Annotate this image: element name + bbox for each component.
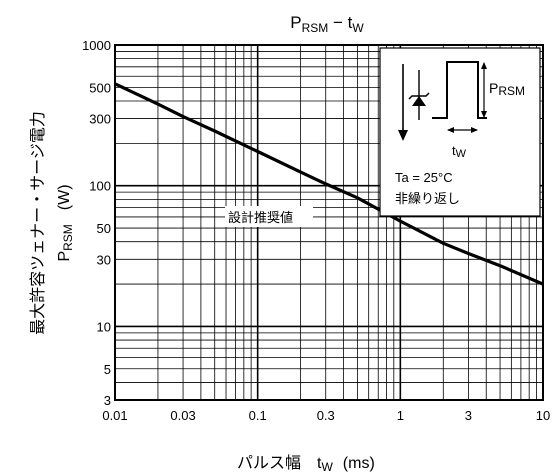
y-axis-label-line1: 最大許容ツェナー・サージ電力 [29, 111, 47, 335]
prsm-arrow-down [481, 111, 487, 118]
y-tick-label: 3 [104, 393, 111, 408]
zener-bar [408, 92, 430, 100]
current-arrow-head [398, 130, 408, 141]
x-axis-label-unit: (ms) [343, 455, 375, 472]
chart-title: PRSM − tW [290, 13, 364, 35]
x-tick-label: 0.03 [170, 408, 195, 423]
prsm-arrow-up [481, 62, 487, 69]
y-tick-label: 1000 [82, 38, 111, 53]
prsm-label: PRSM [489, 80, 525, 98]
y-tick-label: 50 [97, 221, 111, 236]
x-tick-label: 1 [397, 408, 404, 423]
x-tick-label: 10 [536, 408, 550, 423]
tw-label: tW [452, 143, 467, 160]
series-curve [114, 82, 544, 286]
x-tick-label: 0.01 [102, 408, 127, 423]
series-label-background [225, 206, 313, 227]
inset-condition-repeat: 非繰り返し [395, 191, 460, 206]
x-axis-label-text: パルス幅 t [237, 454, 322, 472]
y-tick-label: 100 [89, 179, 111, 194]
y-tick-labels: 3 5 10 30 50 100 300 500 1000 [82, 38, 111, 408]
plot-frame [114, 44, 544, 401]
pulse-waveform [432, 61, 487, 119]
y-axis-label-main: P [56, 251, 73, 262]
chart-title-sub: RSM [302, 21, 329, 35]
x-axis-label: パルス幅 tW (ms) [237, 454, 375, 474]
y-tick-label: 500 [89, 80, 111, 95]
y-axis-label-sub: RSM [61, 224, 75, 251]
series-label: 設計推奨値 [228, 210, 293, 225]
y-tick-label: 5 [104, 362, 111, 377]
tw-arrow-right [471, 127, 478, 133]
y-axis-label-line2-group: PRSM (W) [56, 184, 75, 261]
chart-title-dash: − t [328, 13, 352, 32]
x-tick-label: 0.1 [249, 408, 267, 423]
y-tick-label: 10 [97, 319, 111, 334]
x-tick-label: 3 [465, 408, 472, 423]
x-tick-label: 0.3 [317, 408, 335, 423]
y-axis-label-line1-group: 最大許容ツェナー・サージ電力 [29, 111, 47, 335]
y-tick-label: 30 [97, 252, 111, 267]
y-tick-label: 300 [89, 112, 111, 127]
tw-arrow-left [447, 127, 454, 133]
y-axis-label-line2: PRSM (W) [56, 184, 75, 261]
inset-box: PRSM tW Ta = 25°C 非繰り返し [379, 47, 541, 217]
y-axis-label-unit: (W) [56, 184, 73, 210]
inset-condition-temp: Ta = 25°C [395, 170, 453, 185]
chart-title-main: P [290, 13, 301, 32]
zener-diode-icon [412, 96, 426, 106]
x-tick-labels: 0.01 0.03 0.1 0.3 1 3 10 [102, 408, 550, 423]
x-axis-label-sub: W [321, 460, 333, 474]
chart-title-sub2: W [352, 21, 364, 35]
